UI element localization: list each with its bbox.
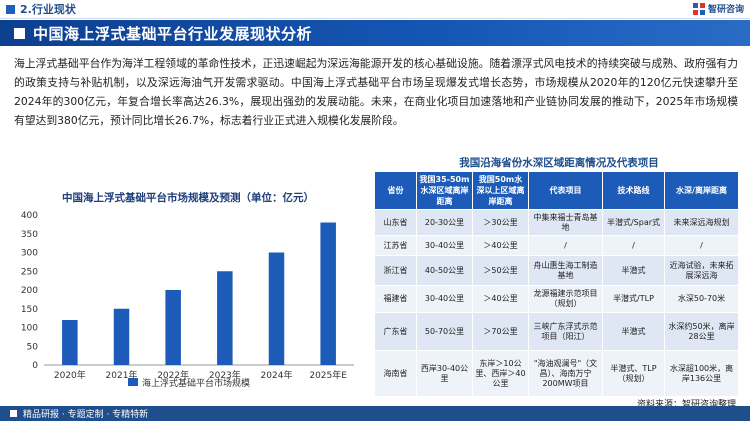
table-cell: 半潜式 — [602, 312, 665, 351]
y-tick-label: 300 — [21, 249, 38, 259]
table-cell: "海油观澜号"（文昌）、海南万宁200MW项目 — [528, 350, 603, 397]
bar — [62, 320, 78, 365]
footer-bar: 精品研报 · 专题定制 · 专精特新 — [0, 406, 750, 421]
x-tick-label: 2023年 — [209, 369, 241, 381]
table-title: 我国沿海省份水深区域距离情况及代表项目 — [459, 157, 659, 169]
table-header-cell: 省份 — [374, 171, 417, 210]
bar — [268, 252, 285, 365]
top-bar: 2.行业现状 智研咨询 — [0, 0, 750, 18]
table-cell: 福建省 — [374, 285, 417, 313]
table-cell: 广东省 — [374, 312, 417, 351]
table-cell: 山东省 — [374, 209, 417, 236]
table-cell: 江苏省 — [374, 235, 417, 256]
table-cell: 30-40公里 — [416, 235, 473, 256]
table-cell: 西岸30-40公里 — [416, 350, 473, 397]
table-cell: 20-30公里 — [416, 209, 473, 236]
table-header-cell: 水深/离岸距离 — [664, 171, 739, 210]
x-tick-label: 2024年 — [261, 369, 293, 381]
x-tick-label: 2022年 — [157, 369, 189, 381]
province-depth-table: 省份 我国35-50m水深区域离岸距离 我国50m水深以上区域离岸距离 代表项目 技术路… — [374, 171, 739, 397]
table-cell: 半潜式/TLP — [602, 285, 665, 313]
square-bullet-icon — [14, 27, 25, 39]
table-row: 江苏省 30-40公里 ＞40公里 / / / — [374, 235, 739, 256]
table-cell: 海南省 — [374, 350, 417, 397]
table-cell: / — [528, 235, 603, 256]
brand-logo: 智研咨询 — [692, 2, 744, 15]
table-cell: 水深50-70米 — [664, 285, 739, 313]
table-cell: 浙江省 — [374, 255, 417, 286]
table-header-cell: 我国35-50m水深区域离岸距离 — [416, 171, 473, 210]
y-tick-label: 50 — [27, 342, 39, 352]
brand-name: 智研咨询 — [707, 5, 744, 15]
section-label: 2.行业现状 — [20, 3, 76, 16]
y-tick-label: 400 — [21, 211, 38, 221]
table-cell: ＞50公里 — [472, 255, 529, 286]
footer-text: 精品研报 · 专题定制 · 专精特新 — [23, 410, 149, 420]
bar — [113, 308, 130, 365]
bar — [217, 271, 233, 365]
bar — [165, 290, 181, 365]
table-header-cell: 技术路线 — [602, 171, 665, 210]
table-cell: 30-40公里 — [416, 285, 473, 313]
y-tick-label: 150 — [21, 305, 38, 315]
table-cell: 中集来福士青岛基地 — [528, 209, 603, 236]
table-cell: 水深约50米，离岸28公里 — [664, 312, 739, 351]
legend-label: 海上浮式基础平台市场规模 — [142, 377, 250, 389]
y-tick-label: 200 — [21, 286, 38, 296]
table-cell: / — [664, 235, 739, 256]
section-tag: 2.行业现状 — [0, 0, 76, 18]
table-cell: 三峡广东浮式示范项目（阳江） — [528, 312, 603, 351]
x-tick-label: 2025年E — [309, 369, 347, 381]
table-cell: / — [602, 235, 665, 256]
table-cell: 龙源福建示范项目（规划） — [528, 285, 603, 313]
intro-paragraph: 海上浮式基础平台作为海洋工程领域的革命性技术，正迅速崛起为深远海能源开发的核心基… — [14, 57, 738, 127]
y-tick-label: 250 — [21, 267, 38, 277]
table-cell: 近海试验，未来拓展深远海 — [664, 255, 739, 286]
table-row: 浙江省 40-50公里 ＞50公里 舟山惠生海工制造基地 半潜式 近海试验，未来拓展深远海 — [374, 255, 739, 286]
brand-mark-icon — [692, 2, 705, 15]
table-cell: 半潜式/Spar式 — [602, 209, 665, 236]
table-cell: 半潜式 — [602, 255, 665, 286]
square-bullet-icon — [6, 4, 15, 14]
table-row: 广东省 50-70公里 ＞70公里 三峡广东浮式示范项目（阳江） 半潜式 水深约50米，离… — [374, 312, 739, 351]
source-note: 资料来源：智研咨询整理 — [636, 400, 736, 410]
chart-title: 中国海上浮式基础平台市场规模及预测（单位：亿元） — [62, 192, 314, 204]
table-header-cell: 代表项目 — [528, 171, 603, 210]
page-title: 中国海上浮式基础平台行业发展现状分析 — [33, 24, 313, 43]
top-divider — [0, 18, 750, 19]
y-tick-label: 350 — [21, 230, 38, 240]
bar — [320, 222, 336, 365]
title-banner: 中国海上浮式基础平台行业发展现状分析 — [0, 20, 750, 46]
table-row: 海南省 西岸30-40公里 东岸＞10公里、西岸＞40公里 "海油观澜号"（文昌）、海… — [374, 350, 739, 397]
y-tick-label: 100 — [21, 324, 38, 334]
y-tick-label: 0 — [32, 361, 38, 371]
table-cell: ＞70公里 — [472, 312, 529, 351]
table-cell: 东岸＞10公里、西岸＞40公里 — [472, 350, 529, 397]
legend-swatch — [128, 378, 138, 386]
table-cell: ＞40公里 — [472, 235, 529, 256]
x-tick-label: 2020年 — [54, 369, 86, 381]
table-row: 山东省 20-30公里 ＞30公里 中集来福士青岛基地 半潜式/Spar式 未来深远海规划 — [374, 209, 739, 236]
table-cell: 40-50公里 — [416, 255, 473, 286]
table-cell: 舟山惠生海工制造基地 — [528, 255, 603, 286]
table-cell: 50-70公里 — [416, 312, 473, 351]
table-cell: ＞30公里 — [472, 209, 529, 236]
table-row: 福建省 30-40公里 ＞40公里 龙源福建示范项目（规划） 半潜式/TLP 水深50-7… — [374, 285, 739, 313]
square-bullet-icon — [10, 410, 17, 417]
table-cell: 半潜式、TLP（规划） — [602, 350, 665, 397]
table-header-row: 省份 我国35-50m水深区域离岸距离 我国50m水深以上区域离岸距离 代表项目 技术路… — [374, 171, 739, 210]
table-header-cell: 我国50m水深以上区域离岸距离 — [472, 171, 529, 210]
table-cell: ＞40公里 — [472, 285, 529, 313]
table-cell: 未来深远海规划 — [664, 209, 739, 236]
table-cell: 水深超100米，离岸136公里 — [664, 350, 739, 397]
